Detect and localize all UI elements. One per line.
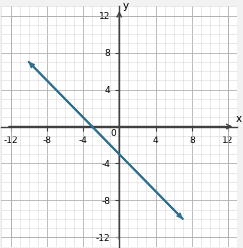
- Text: x: x: [236, 114, 242, 124]
- Text: 0: 0: [111, 129, 117, 138]
- Text: y: y: [123, 1, 129, 11]
